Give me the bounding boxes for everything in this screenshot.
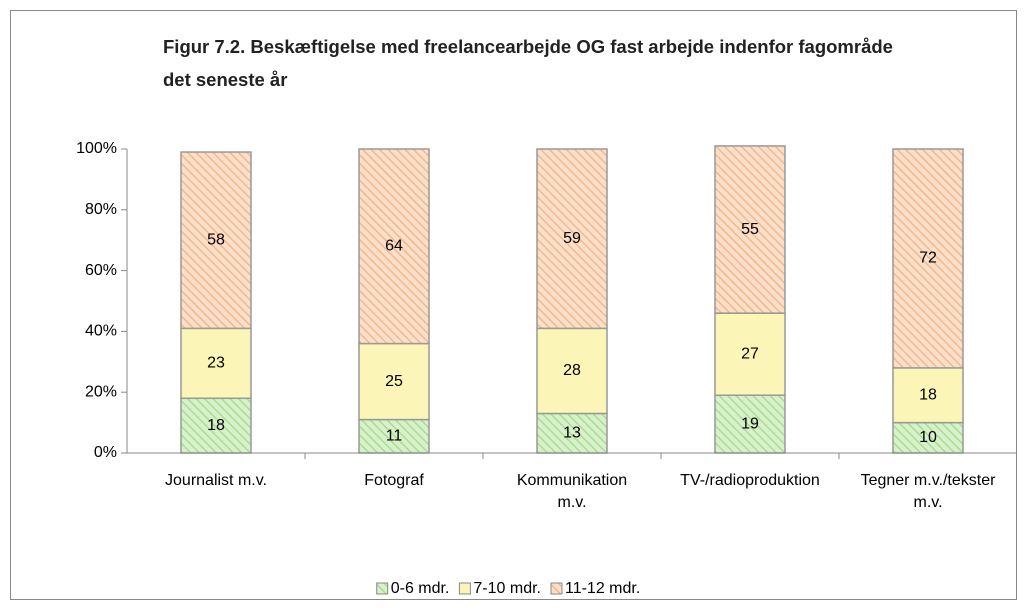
value-label: 64 (385, 237, 403, 254)
value-label: 55 (741, 221, 759, 238)
legend-swatch (376, 582, 389, 595)
chart-frame (10, 10, 1017, 600)
value-label: 27 (741, 345, 759, 362)
value-label: 23 (207, 355, 225, 372)
x-tick-label: Journalist m.v. (165, 472, 267, 489)
legend-item: 7-10 mdr. (458, 580, 541, 597)
legend-item: 0-6 mdr. (376, 580, 450, 597)
bar-segment (358, 342, 430, 421)
x-tick-label: Kommunikation m.v. (516, 472, 628, 511)
value-label: 11 (386, 427, 403, 444)
value-label: 28 (563, 362, 581, 379)
x-tick-label: Tegner m.v./tekster m.v. (860, 472, 996, 511)
value-label: 19 (741, 415, 759, 432)
value-label: 18 (207, 417, 225, 434)
value-label: 10 (919, 429, 937, 446)
bar-segment (180, 151, 252, 330)
y-tick-label: 100% (76, 140, 117, 157)
legend-label: 0-6 mdr. (391, 580, 450, 597)
legend-swatch (550, 582, 563, 595)
value-label: 59 (563, 230, 581, 247)
bar-segment (714, 145, 786, 314)
bar-segment (358, 418, 430, 454)
bar-segment (180, 397, 252, 454)
legend-item: 11-12 mdr. (550, 580, 640, 597)
y-tick-label: 0% (94, 444, 117, 461)
bar-segment (358, 148, 430, 345)
y-tick-label: 40% (85, 323, 117, 340)
y-tick-label: 20% (85, 383, 117, 400)
x-tick-label: Fotograf (364, 472, 424, 489)
value-label: 58 (207, 231, 225, 248)
legend-label: 11-12 mdr. (565, 580, 640, 597)
value-label: 13 (563, 424, 581, 441)
y-tick-label: 80% (85, 201, 117, 218)
value-label: 25 (385, 373, 403, 390)
y-tick-label: 60% (85, 262, 117, 279)
bar-segment (180, 327, 252, 400)
chart-title: Figur 7.2. Beskæftigelse med freelancear… (163, 36, 893, 90)
bar-segment (892, 148, 964, 369)
x-tick-label: TV-/radioproduktion (680, 472, 820, 489)
bar-segment (714, 312, 786, 396)
value-label: 72 (919, 250, 937, 267)
bar-segment (536, 148, 608, 330)
legend-swatch (458, 582, 471, 595)
bar-segment (536, 327, 608, 415)
value-label: 18 (919, 386, 937, 403)
legend-label: 7-10 mdr. (473, 580, 541, 597)
